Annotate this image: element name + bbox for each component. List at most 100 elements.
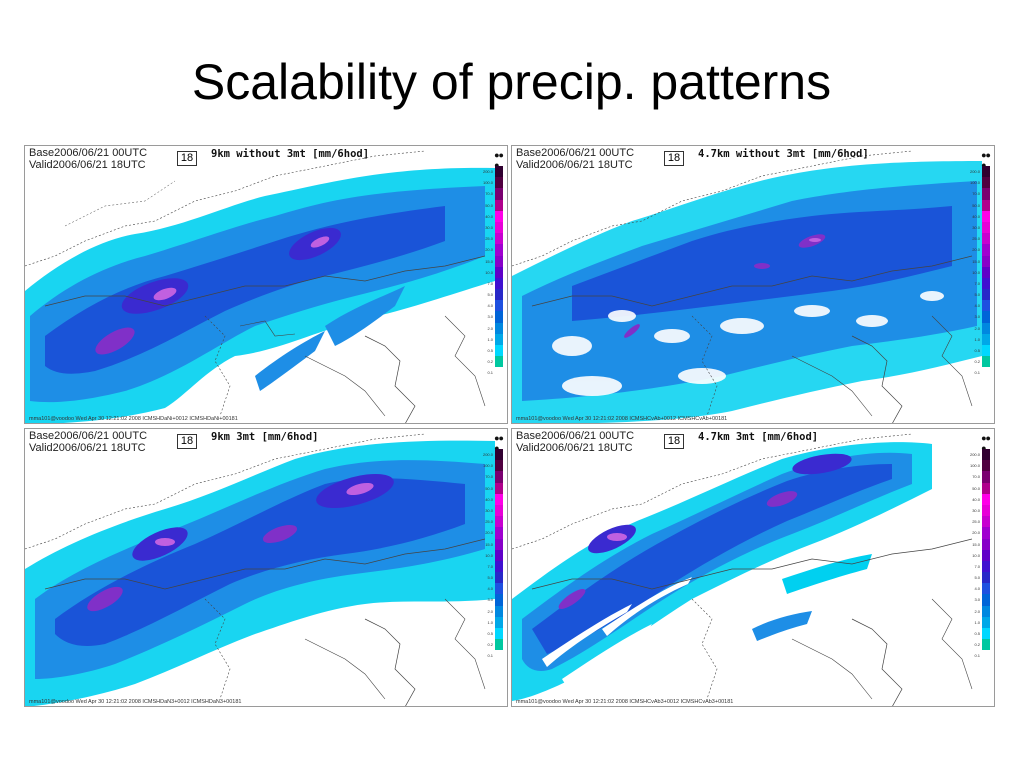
lead-time-box: 18 — [664, 434, 684, 449]
colorbar-segment — [495, 639, 503, 651]
colorbar-segment — [982, 449, 990, 461]
colorbar-tick-label: 200.0 — [482, 169, 493, 174]
panel-header: Base2006/06/21 00UTC Valid2006/06/21 18U… — [29, 147, 147, 171]
colorbar-tick-label: 1.0 — [974, 336, 980, 342]
valid-value: 2006/06/21 18UTC — [52, 442, 146, 454]
colorbar-segment — [495, 482, 503, 494]
colorbar-segment — [982, 504, 990, 517]
colorbar-tick-label: 200.0 — [482, 452, 493, 457]
colorbar-segment — [982, 322, 990, 334]
colorbar-segment — [495, 471, 503, 483]
base-label: Base — [516, 147, 542, 159]
colorbar-segment — [982, 188, 990, 200]
colorbar-segment — [982, 605, 990, 617]
colorbar-segment — [495, 650, 503, 662]
colorbar-tick-label: 10.0 — [485, 269, 493, 275]
colorbar-tick-label: 20.0 — [485, 247, 493, 253]
colorbar-tick-label: 50.0 — [972, 202, 980, 208]
colorbar-segment — [495, 289, 503, 301]
colorbar-tick-label: 15.0 — [485, 541, 493, 547]
colorbar-segment — [495, 583, 503, 595]
colorbar-tick-label: 4.0 — [974, 586, 980, 592]
colorbar-tick-label: 4.0 — [487, 586, 493, 592]
precip-map-4-7km-3mt — [512, 429, 994, 706]
logo-dots-icon: ●● ● — [981, 150, 991, 170]
colorbar-tick-label: 1.0 — [487, 336, 493, 342]
colorbar-segment — [495, 493, 503, 505]
colorbar-segment — [495, 356, 503, 368]
colorbar-tick-label: 70.0 — [485, 191, 493, 197]
colorbar-segment — [982, 560, 990, 573]
colorbar-segment — [982, 527, 990, 539]
colorbar-tick-label: 200.0 — [969, 169, 980, 174]
colorbar-tick-label: 7.0 — [487, 280, 493, 286]
colorbar-ticks: 200.0 100.0 70.0 50.0 40.0 30.0 25.0 20.0 15.0 10… — [964, 449, 980, 662]
colorbar-segment — [495, 221, 503, 234]
colorbar-tick-label: 0.2 — [974, 359, 980, 365]
colorbar-segment — [982, 471, 990, 483]
colorbar-segment — [495, 628, 503, 640]
logo-dots-icon: ●● ● — [494, 433, 504, 453]
panel-title: 4.7km 3mt [mm/6hod] — [698, 431, 819, 443]
colorbar-tick-label: 40.0 — [972, 213, 980, 219]
colorbar-segment — [982, 367, 990, 379]
colorbar-ticks: 200.0 100.0 70.0 50.0 40.0 30.0 25.0 20.0 15.0 10… — [477, 449, 493, 662]
colorbar-tick-label: 3.0 — [974, 597, 980, 603]
colorbar-tick-label: 3.0 — [974, 314, 980, 320]
panel-4-7km-3mt: Base2006/06/21 00UTC Valid2006/06/21 18U… — [511, 428, 995, 707]
colorbar-segment — [495, 345, 503, 357]
colorbar-segment — [495, 210, 503, 222]
colorbar-segment — [495, 277, 503, 290]
colorbar-segment — [495, 333, 503, 345]
colorbar-segment — [982, 356, 990, 368]
colorbar-tick-label: 40.0 — [485, 496, 493, 502]
colorbar-tick-label: 30.0 — [485, 507, 493, 513]
colorbar-segment — [495, 166, 503, 178]
colorbar-segment — [982, 255, 990, 267]
lead-time-box: 18 — [664, 151, 684, 166]
base-label: Base — [29, 147, 55, 159]
colorbar-segment — [495, 233, 503, 245]
colorbar-tick-label: 20.0 — [972, 530, 980, 536]
colorbar-tick-label: 5.0 — [487, 575, 493, 581]
colorbar-segment — [982, 538, 990, 550]
lead-time-box: 18 — [177, 434, 197, 449]
colorbar-tick-label: 100.0 — [969, 180, 980, 186]
panel-title: 9km without 3mt [mm/6hod] — [211, 148, 370, 160]
panel-footer: mma101@voodoo Wed Apr 30 12:21:02 2008 I… — [516, 416, 728, 422]
logo-dots-icon: ●● ● — [494, 150, 504, 170]
colorbar-tick-label: 5.0 — [974, 575, 980, 581]
colorbar-segment — [495, 616, 503, 628]
colorbar-tick-label: 0.1 — [487, 653, 493, 659]
colorbar-segment — [495, 311, 503, 323]
colorbar-tick-label: 10.0 — [972, 552, 980, 558]
colorbar-tick-label: 0.2 — [974, 642, 980, 648]
panel-footer: mma101@voodoo Wed Apr 30 12:21:02 2008 I… — [516, 699, 734, 705]
panel-9km-without-3mt: Base2006/06/21 00UTC Valid2006/06/21 18U… — [24, 145, 508, 424]
colorbar-segment — [982, 266, 990, 278]
colorbar-tick-label: 1.0 — [487, 619, 493, 625]
colorbar-segment — [982, 300, 990, 312]
colorbar-segment — [982, 549, 990, 561]
panel-header: Base2006/06/21 00UTC Valid2006/06/21 18U… — [516, 147, 634, 171]
colorbar-segment — [495, 266, 503, 278]
valid-label: Valid — [516, 442, 540, 454]
panel-footer: mma101@voodoo Wed Apr 30 12:21:02 2008 I… — [29, 699, 242, 705]
colorbar-segment — [495, 504, 503, 517]
figure-grid: Base2006/06/21 00UTC Valid2006/06/21 18U… — [24, 145, 997, 707]
precip-map-9km-3mt — [25, 429, 507, 706]
colorbar-segment — [495, 594, 503, 606]
valid-value: 2006/06/21 18UTC — [539, 442, 633, 454]
colorbar-tick-label: 0.1 — [487, 370, 493, 376]
colorbar-segment — [982, 345, 990, 357]
precip-map-4-7km-without — [512, 146, 994, 423]
base-value: 2006/06/21 00UTC — [541, 430, 635, 442]
colorbar-segment — [495, 367, 503, 379]
colorbar — [982, 449, 990, 662]
base-value: 2006/06/21 00UTC — [54, 430, 148, 442]
colorbar-tick-label: 25.0 — [972, 236, 980, 242]
colorbar — [495, 449, 503, 662]
colorbar-segment — [495, 188, 503, 200]
colorbar-segment — [495, 322, 503, 334]
colorbar-segment — [982, 639, 990, 651]
